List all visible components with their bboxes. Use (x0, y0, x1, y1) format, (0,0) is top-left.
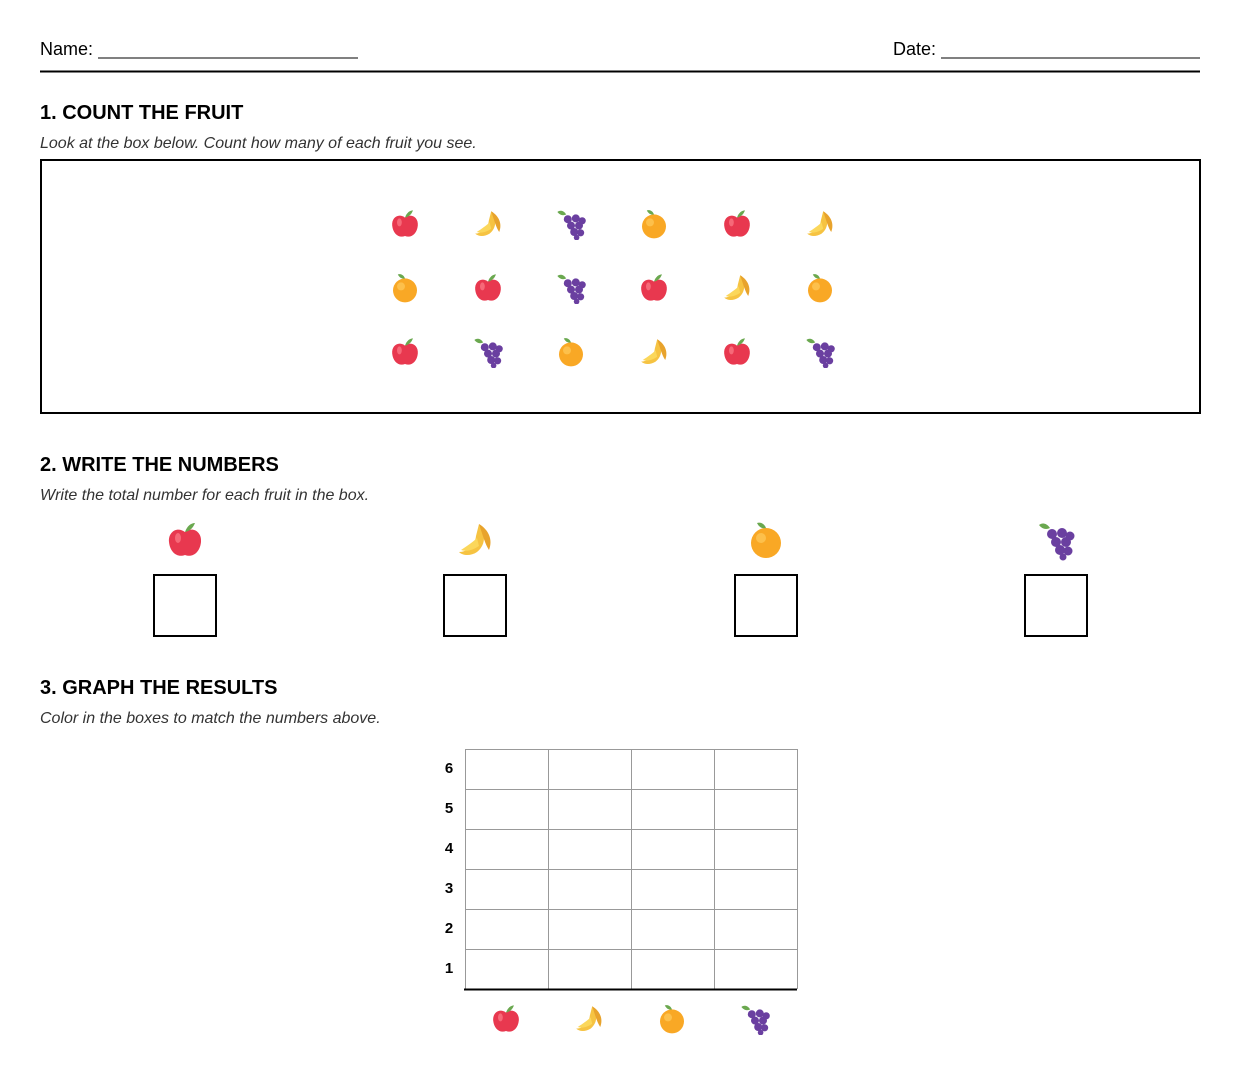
graph-row-label: 5 (444, 800, 454, 817)
fruit-icon (168, 523, 202, 556)
fruit-icon (641, 339, 667, 364)
fruit-icon (660, 1005, 684, 1034)
fruit-icon (741, 1005, 770, 1035)
answer-box (443, 574, 507, 637)
instruction: Color in the boxes to match the numbers … (40, 710, 381, 727)
instruction: Write the total number for each fruit in… (40, 487, 370, 504)
fruit-icon (808, 274, 832, 303)
answer-box (734, 574, 798, 637)
fruit-box (40, 159, 1201, 414)
fruit-icon (806, 338, 835, 368)
graph-row-label: 1 (444, 960, 454, 977)
fruit-icon (475, 211, 501, 236)
graph-row-label: 3 (444, 880, 454, 897)
fruit-icon (474, 338, 503, 368)
fruit-icon (475, 274, 501, 301)
answer-box (1024, 574, 1088, 637)
name-label: Name: (40, 39, 94, 59)
fruit-grid (392, 210, 835, 368)
graph-grid (465, 749, 798, 990)
date-label: Date: (893, 39, 937, 59)
fruit-icon (392, 338, 418, 365)
fruit-icon (724, 210, 750, 237)
answer-row (153, 522, 1088, 637)
answer-box (153, 574, 217, 637)
fruit-icon (459, 524, 491, 555)
fruit-icon (557, 210, 586, 240)
graph-icons (493, 1005, 770, 1035)
fruit-icon (393, 274, 417, 303)
section-title: 2. WRITE THE NUMBERS (40, 454, 279, 476)
fruit-icon (557, 274, 586, 304)
graph-row-label: 4 (444, 840, 454, 857)
section-title: 1. COUNT THE FRUIT (40, 102, 244, 124)
fruit-icon (576, 1006, 602, 1031)
section-title: 3. GRAPH THE RESULTS (40, 677, 278, 699)
graph-row-label: 6 (444, 760, 454, 777)
fruit-icon (559, 338, 583, 367)
graph-row-label: 2 (444, 920, 454, 937)
fruit-icon (493, 1005, 519, 1032)
fruit-icon (751, 522, 781, 558)
instruction: Look at the box below. Count how many of… (40, 135, 477, 152)
fruit-icon (1039, 523, 1075, 561)
fruit-icon (807, 211, 833, 236)
fruit-icon (724, 338, 750, 365)
fruit-icon (392, 210, 418, 237)
fruit-icon (724, 275, 750, 300)
fruit-icon (641, 274, 667, 301)
fruit-icon (642, 210, 666, 239)
